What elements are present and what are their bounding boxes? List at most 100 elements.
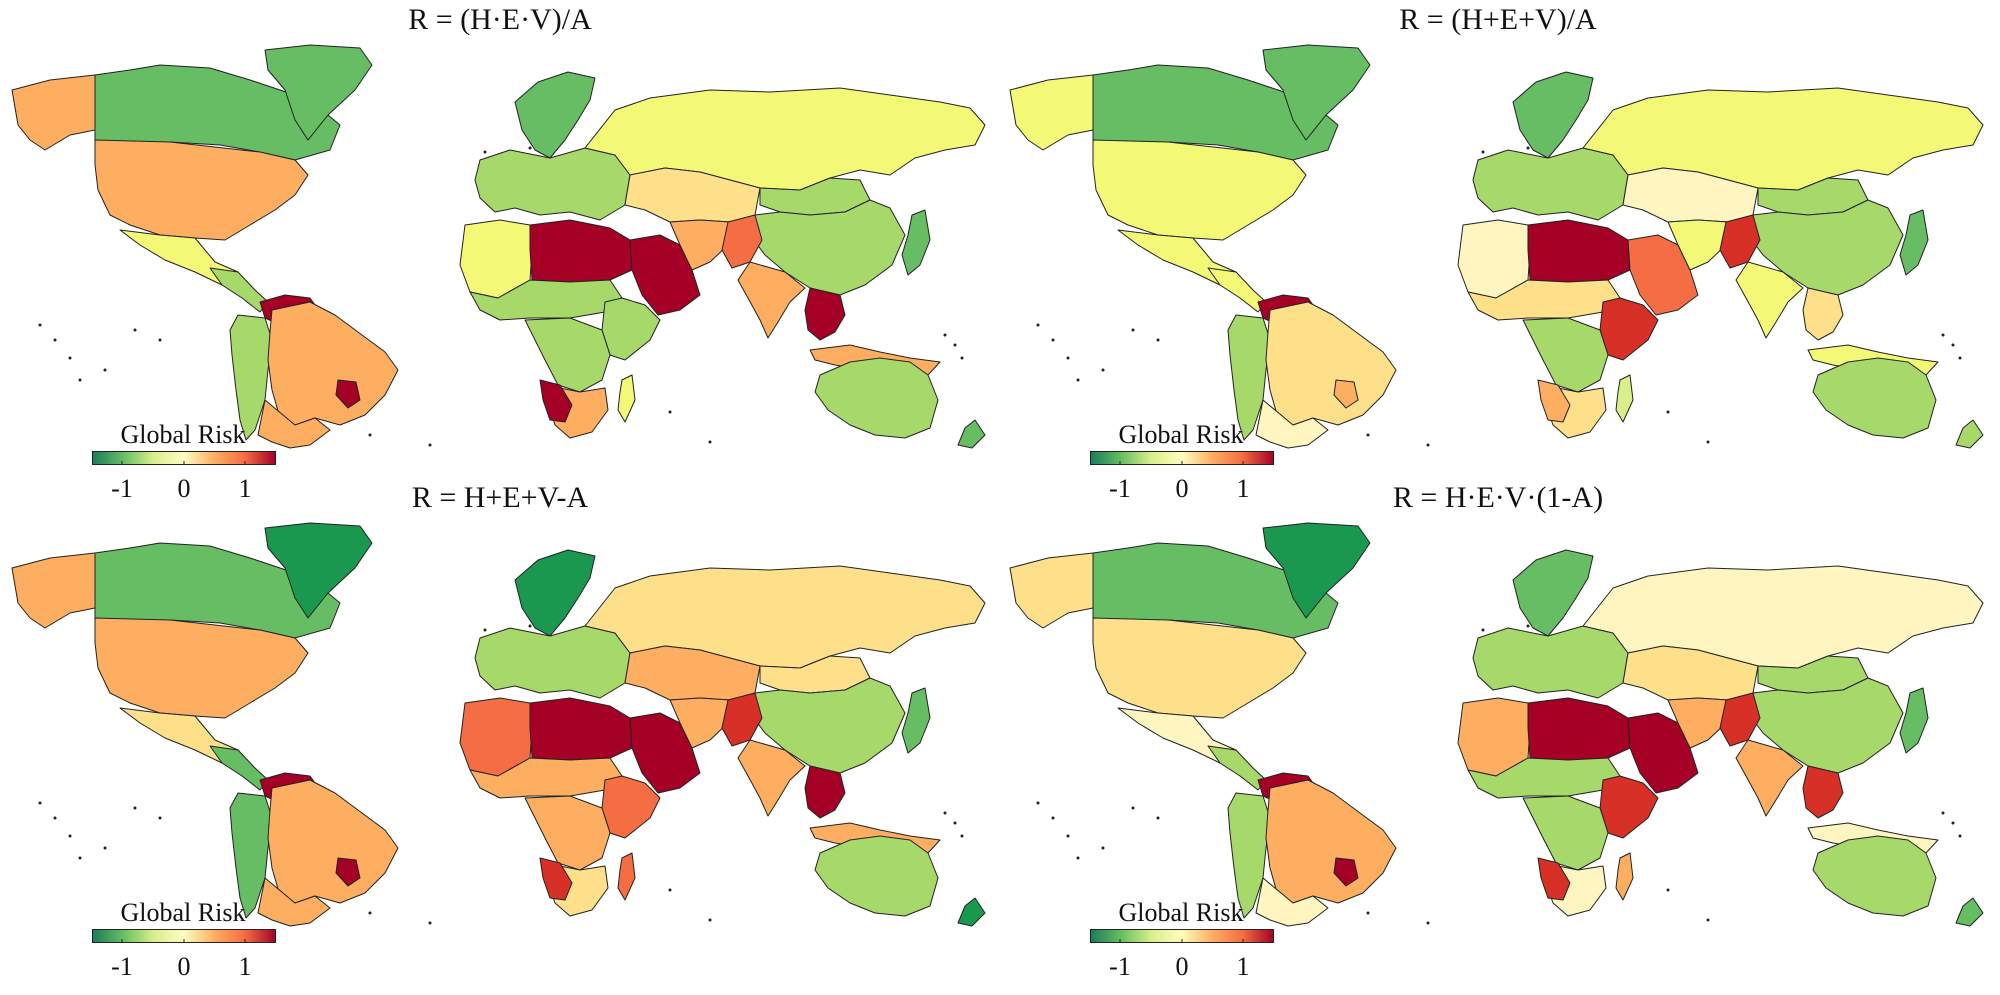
island-mark	[953, 821, 957, 825]
region-central-america	[1207, 745, 1267, 791]
island-mark	[38, 323, 42, 327]
region-arabia	[1627, 234, 1699, 316]
panel-title: R = H·E·V·(1-A)	[1392, 481, 1604, 514]
region-greenland	[264, 522, 373, 619]
region-madagascar	[617, 374, 636, 423]
region-japan	[901, 209, 931, 276]
region-india	[737, 739, 806, 817]
region-iran	[1667, 219, 1729, 271]
region-namibia	[539, 857, 573, 901]
region-argentina	[257, 877, 331, 927]
region-south-america	[1265, 779, 1397, 904]
region-madagascar	[1615, 374, 1634, 423]
island-mark	[1426, 443, 1430, 447]
island-mark	[1366, 911, 1370, 915]
map-panel-1: R = (H·E·V)/A Global Risk -1 0 1	[0, 0, 1000, 503]
island-mark	[38, 801, 42, 805]
region-china	[749, 199, 906, 296]
tick-label-neg1: -1	[111, 474, 133, 503]
region-iran	[1667, 697, 1729, 749]
region-australia	[814, 835, 939, 917]
region-central-africa	[524, 317, 611, 393]
island-mark	[528, 146, 532, 150]
region-india	[1735, 739, 1804, 817]
region-arabia	[629, 712, 701, 794]
region-southeast-asia	[804, 765, 846, 819]
map-panel-3: R = H+E+V-A Global Risk -1 0 1	[0, 478, 1000, 981]
region-argentina	[1255, 399, 1329, 449]
island-mark	[368, 911, 372, 915]
island-mark	[1101, 846, 1105, 850]
region-usa	[94, 139, 309, 241]
region-pakistan	[1719, 692, 1761, 747]
region-southeast-asia	[1802, 765, 1844, 819]
island-mark	[943, 333, 947, 337]
panel-title: R = H+E+V-A	[411, 481, 589, 514]
region-australia	[1812, 835, 1937, 917]
region-libya-egypt	[529, 697, 633, 761]
island-mark	[1666, 410, 1670, 414]
region-south-america	[267, 779, 399, 904]
region-alaska	[1009, 552, 1094, 629]
region-paraguay	[335, 379, 361, 409]
region-india	[1735, 261, 1804, 339]
island-mark	[1481, 150, 1485, 154]
island-mark	[53, 816, 57, 820]
tick-label-neg1: -1	[111, 952, 133, 981]
region-central-america	[1207, 267, 1267, 313]
region-usa	[1092, 139, 1307, 241]
tick-label-1: 1	[1236, 474, 1250, 503]
tick-label-1: 1	[238, 474, 252, 503]
tick-label-0: 0	[1175, 474, 1189, 503]
island-mark	[1426, 921, 1430, 925]
region-arabia	[1627, 712, 1699, 794]
island-mark	[1131, 806, 1135, 810]
region-europe	[474, 147, 631, 221]
island-mark	[1666, 888, 1670, 892]
island-mark	[1706, 440, 1710, 444]
region-central-africa	[1522, 317, 1609, 393]
tick-label-0: 0	[177, 952, 191, 981]
region-europe	[474, 625, 631, 699]
island-mark	[1958, 356, 1962, 360]
region-southeast-asia	[804, 287, 846, 341]
region-greenland	[1262, 44, 1371, 141]
tick-label-1: 1	[238, 952, 252, 981]
island-mark	[1951, 343, 1955, 347]
region-libya-egypt	[529, 219, 633, 283]
panel-title: R = (H+E+V)/A	[1399, 3, 1597, 36]
island-mark	[960, 356, 964, 360]
region-paraguay	[1333, 379, 1359, 409]
map-panel-4: R = H·E·V·(1-A) Global Risk -1 0 1	[998, 478, 1998, 981]
island-mark	[158, 816, 162, 820]
island-mark	[78, 378, 82, 382]
tick-label-neg1: -1	[1109, 474, 1131, 503]
region-usa	[94, 617, 309, 719]
region-new-zealand	[1955, 897, 1984, 927]
island-mark	[1051, 338, 1055, 342]
region-europe	[1472, 147, 1629, 221]
legend-title: Global Risk	[1118, 898, 1244, 927]
island-mark	[1481, 628, 1485, 632]
tick-label-0: 0	[177, 474, 191, 503]
region-libya-egypt	[1527, 219, 1631, 283]
island-mark	[1066, 834, 1070, 838]
island-mark	[1526, 146, 1530, 150]
region-central-africa	[524, 795, 611, 871]
region-central-america	[209, 745, 269, 791]
region-central-africa	[1522, 795, 1609, 871]
tick-label-0: 0	[1175, 952, 1189, 981]
region-japan	[901, 687, 931, 754]
region-new-zealand	[957, 897, 986, 927]
island-mark	[528, 624, 532, 628]
island-mark	[1066, 356, 1070, 360]
region-alaska	[11, 552, 96, 629]
island-mark	[1958, 834, 1962, 838]
island-mark	[158, 338, 162, 342]
island-mark	[1366, 433, 1370, 437]
region-argentina	[257, 399, 331, 449]
island-mark	[1036, 323, 1040, 327]
island-mark	[103, 846, 107, 850]
region-scandinavia	[514, 549, 596, 637]
region-new-zealand	[957, 419, 986, 449]
